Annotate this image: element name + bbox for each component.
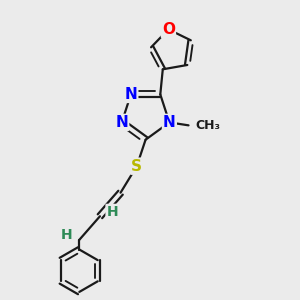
Text: H: H <box>106 205 118 219</box>
Text: H: H <box>61 228 73 242</box>
Text: CH₃: CH₃ <box>195 119 220 132</box>
Text: N: N <box>163 115 176 130</box>
Text: N: N <box>124 87 137 102</box>
Text: O: O <box>162 22 175 37</box>
Text: N: N <box>116 115 128 130</box>
Text: S: S <box>131 159 142 174</box>
